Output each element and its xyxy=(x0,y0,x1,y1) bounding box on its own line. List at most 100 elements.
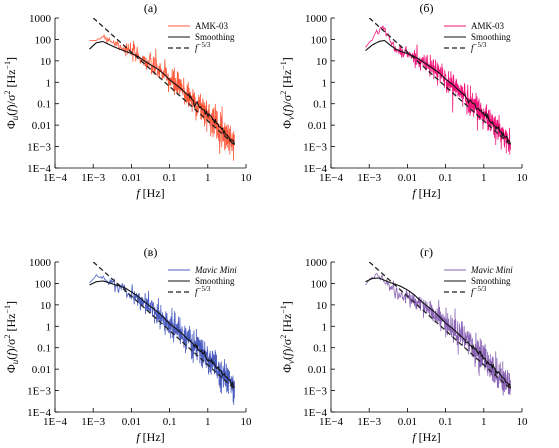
x-axis-label: f [Hz] xyxy=(412,430,440,444)
chart-panel-2: (б) 1E−4 1E−3 0.01 0.1 1 10 1E−4 1E−3 0.01 0.1 1 10 1… xyxy=(279,1,528,200)
y-tick-label: 1 xyxy=(46,77,52,89)
y-axis-label: Φv(f)/σ2 [Hz−1] xyxy=(279,301,296,372)
y-tick-label: 0.1 xyxy=(313,343,327,355)
y-tick-label: 100 xyxy=(35,278,52,290)
y-tick-label: 1000 xyxy=(305,13,328,25)
y-tick-label: 0.1 xyxy=(37,343,51,355)
legend-label-smooth: Smoothing xyxy=(195,276,235,286)
legend-label-raw: AMK-03 xyxy=(195,21,228,31)
legend-label-smooth: Smoothing xyxy=(195,32,235,42)
x-tick-label: 1E−3 xyxy=(357,172,381,184)
legend-label-raw: Mavic Mini xyxy=(194,265,237,275)
smoothing-line xyxy=(89,41,236,145)
reference-slope-line xyxy=(92,262,235,390)
y-tick-label: 1000 xyxy=(29,13,52,25)
legend-label-raw: AMK-03 xyxy=(471,21,504,31)
y-tick-label: 1E−4 xyxy=(303,407,327,419)
y-tick-label: 0.01 xyxy=(32,364,51,376)
y-tick-label: 100 xyxy=(311,278,328,290)
y-tick-label: 100 xyxy=(35,34,52,46)
y-tick-label: 1E−3 xyxy=(303,142,327,154)
x-axis-label: f [Hz] xyxy=(136,186,164,200)
legend-label-smooth: Smoothing xyxy=(471,276,511,286)
x-tick-label: 1E−4 xyxy=(43,416,67,428)
y-axis-label: Φv(f)/σ2 [Hz−1] xyxy=(279,57,296,128)
legend-label-ref: f−5/3 xyxy=(471,41,487,53)
smoothing-line xyxy=(365,277,512,388)
x-tick-label: 0.1 xyxy=(163,416,177,428)
reference-slope-line xyxy=(368,262,511,390)
smoothing-line xyxy=(365,39,512,145)
y-tick-label: 1000 xyxy=(29,257,52,269)
y-tick-label: 0.1 xyxy=(37,99,51,111)
chart-panel-1: (а) 1E−4 1E−3 0.01 0.1 1 10 1E−4 1E−3 0.01 0.1 1 10 1… xyxy=(3,1,252,200)
x-tick-label: 1 xyxy=(205,172,211,184)
x-tick-label: 1E−3 xyxy=(81,172,105,184)
chart-panel-3: (в) 1E−4 1E−3 0.01 0.1 1 10 1E−4 1E−3 0.01 0.1 1 10 1… xyxy=(3,245,252,444)
panel-label: (б) xyxy=(419,1,433,15)
x-tick-label: 0.1 xyxy=(439,172,453,184)
x-tick-label: 0.01 xyxy=(122,172,141,184)
smoothing-line xyxy=(89,280,235,389)
y-tick-label: 0.01 xyxy=(308,364,327,376)
panel-label: (а) xyxy=(144,1,157,15)
y-tick-label: 100 xyxy=(311,34,328,46)
y-tick-label: 0.01 xyxy=(32,120,51,132)
x-tick-label: 1 xyxy=(205,416,211,428)
y-tick-label: 1E−4 xyxy=(27,407,51,419)
x-axis-label: f [Hz] xyxy=(412,186,440,200)
y-tick-label: 1E−3 xyxy=(27,142,51,154)
x-tick-label: 10 xyxy=(241,416,253,428)
raw-spectrum-line xyxy=(89,33,235,161)
y-tick-label: 0.1 xyxy=(313,99,327,111)
x-tick-label: 0.01 xyxy=(122,416,141,428)
y-tick-label: 1 xyxy=(46,321,52,333)
raw-spectrum-line xyxy=(365,25,511,155)
reference-slope-line xyxy=(368,18,511,146)
x-tick-label: 1E−4 xyxy=(319,416,343,428)
plot-area xyxy=(89,18,236,161)
y-tick-label: 1E−4 xyxy=(303,163,327,175)
x-tick-label: 1E−3 xyxy=(357,416,381,428)
panel-label: (г) xyxy=(420,245,433,259)
y-tick-label: 10 xyxy=(316,300,328,312)
legend-label-ref: f−5/3 xyxy=(471,285,487,297)
x-tick-label: 0.01 xyxy=(398,416,417,428)
legend-label-smooth: Smoothing xyxy=(471,32,511,42)
y-tick-label: 10 xyxy=(40,56,52,68)
x-axis-label: f [Hz] xyxy=(136,430,164,444)
legend-label-raw: Mavic Mini xyxy=(470,265,513,275)
y-tick-label: 10 xyxy=(316,56,328,68)
y-axis-label: Φu(f)/σ2 [Hz−1] xyxy=(3,57,20,129)
y-tick-label: 1 xyxy=(322,77,328,89)
y-tick-label: 10 xyxy=(40,300,52,312)
plot-area xyxy=(365,262,512,396)
y-tick-label: 1E−3 xyxy=(303,386,327,398)
plot-area xyxy=(365,18,512,155)
x-tick-label: 10 xyxy=(517,172,529,184)
x-tick-label: 1E−4 xyxy=(319,172,343,184)
x-tick-label: 1 xyxy=(481,416,487,428)
y-tick-label: 1E−3 xyxy=(27,386,51,398)
chart-panel-4: (г) 1E−4 1E−3 0.01 0.1 1 10 1E−4 1E−3 0.01 0.1 1 10 1… xyxy=(279,245,528,444)
legend-label-ref: f−5/3 xyxy=(195,285,211,297)
x-tick-label: 0.1 xyxy=(439,416,453,428)
x-tick-label: 0.01 xyxy=(398,172,417,184)
x-tick-label: 1E−3 xyxy=(81,416,105,428)
y-axis-label: Φu(f)/σ2 [Hz−1] xyxy=(3,301,20,373)
x-tick-label: 1 xyxy=(481,172,487,184)
x-tick-label: 0.1 xyxy=(163,172,177,184)
panel-label: (в) xyxy=(144,245,158,259)
y-tick-label: 1E−4 xyxy=(27,163,51,175)
x-tick-label: 1E−4 xyxy=(43,172,67,184)
x-tick-label: 10 xyxy=(517,416,529,428)
x-tick-label: 10 xyxy=(241,172,253,184)
plot-area xyxy=(89,262,235,405)
raw-spectrum-line xyxy=(365,272,511,396)
legend-label-ref: f−5/3 xyxy=(195,41,211,53)
raw-spectrum-line xyxy=(89,274,235,405)
